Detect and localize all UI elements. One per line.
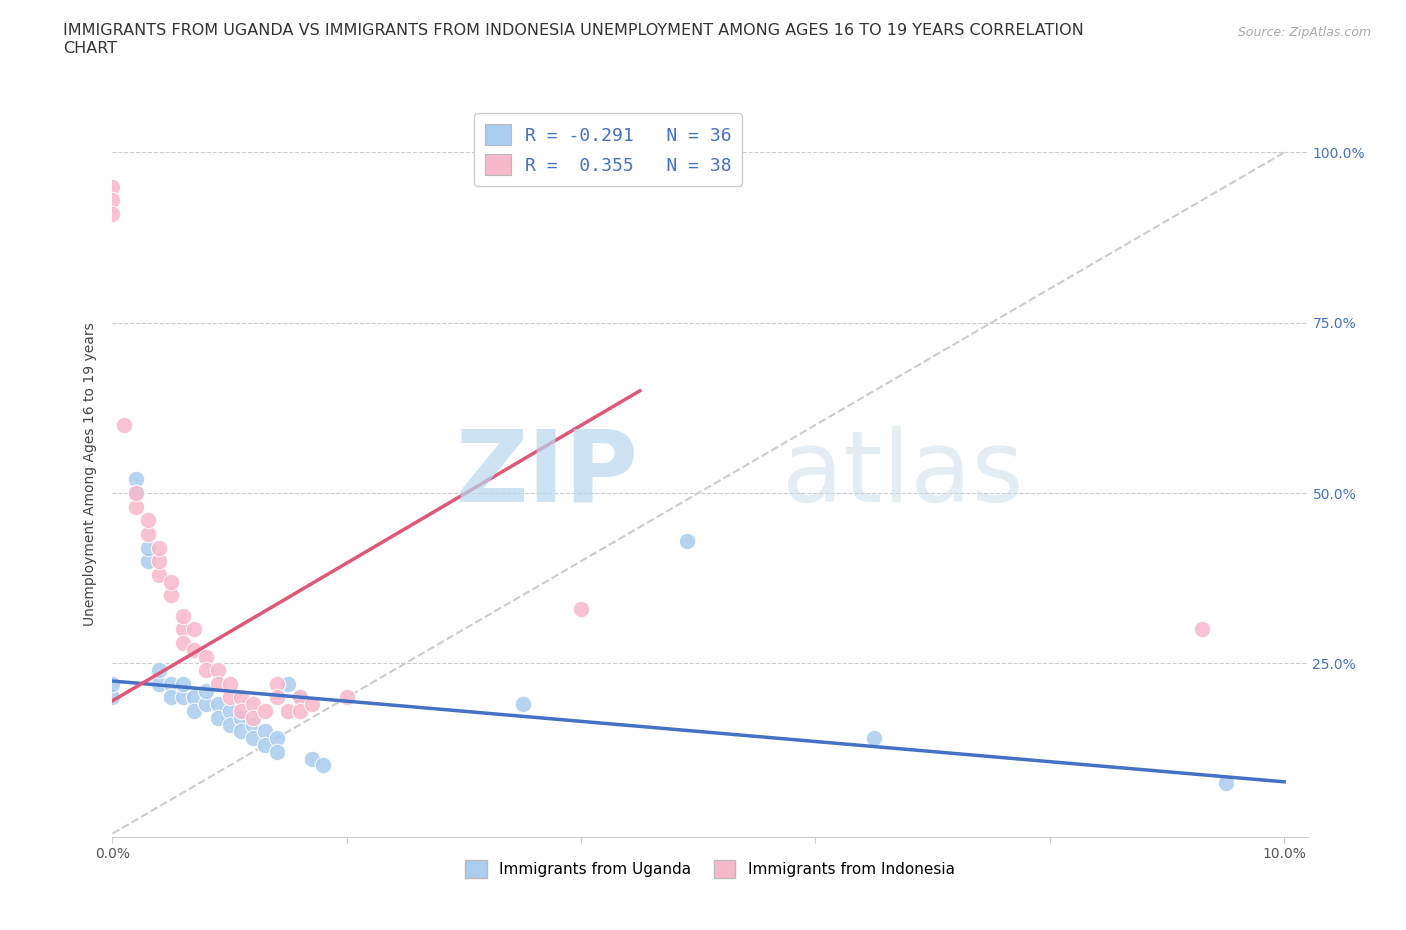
Point [1215, 775, 1237, 790]
Point [266, 690, 288, 705]
Point [101, 676, 124, 691]
Point [277, 676, 299, 691]
Point [218, 676, 240, 691]
Text: ZIP: ZIP [456, 426, 638, 523]
Point [160, 574, 183, 589]
Point [148, 676, 170, 691]
Point [183, 622, 205, 637]
Point [195, 684, 218, 698]
Point [569, 602, 592, 617]
Point [253, 724, 276, 738]
Point [242, 711, 264, 725]
Point [101, 179, 124, 194]
Point [301, 751, 323, 766]
Point [125, 485, 148, 500]
Point [148, 663, 170, 678]
Point [277, 704, 299, 719]
Point [195, 649, 218, 664]
Text: Source: ZipAtlas.com: Source: ZipAtlas.com [1237, 26, 1371, 39]
Legend: Immigrants from Uganda, Immigrants from Indonesia: Immigrants from Uganda, Immigrants from … [460, 854, 960, 883]
Point [195, 663, 218, 678]
Point [160, 676, 183, 691]
Text: IMMIGRANTS FROM UGANDA VS IMMIGRANTS FROM INDONESIA UNEMPLOYMENT AMONG AGES 16 T: IMMIGRANTS FROM UGANDA VS IMMIGRANTS FRO… [63, 23, 1084, 56]
Point [218, 690, 240, 705]
Point [136, 526, 159, 541]
Point [172, 676, 194, 691]
Point [1191, 622, 1213, 637]
Point [288, 690, 311, 705]
Point [207, 697, 229, 711]
Point [207, 676, 229, 691]
Point [101, 206, 124, 221]
Point [172, 635, 194, 650]
Point [863, 731, 886, 746]
Point [207, 663, 229, 678]
Point [183, 643, 205, 658]
Point [101, 690, 124, 705]
Point [148, 540, 170, 555]
Point [183, 690, 205, 705]
Point [231, 711, 253, 725]
Point [125, 499, 148, 514]
Point [160, 588, 183, 603]
Point [172, 690, 194, 705]
Point [172, 622, 194, 637]
Point [218, 717, 240, 732]
Point [242, 697, 264, 711]
Point [231, 724, 253, 738]
Point [148, 553, 170, 568]
Point [125, 485, 148, 500]
Point [172, 608, 194, 623]
Point [266, 744, 288, 759]
Point [160, 690, 183, 705]
Point [312, 758, 335, 773]
Point [136, 512, 159, 527]
Point [512, 697, 534, 711]
Point [288, 704, 311, 719]
Point [136, 540, 159, 555]
Point [112, 418, 135, 432]
Point [148, 567, 170, 582]
Point [183, 704, 205, 719]
Point [242, 731, 264, 746]
Point [253, 704, 276, 719]
Point [301, 697, 323, 711]
Point [266, 731, 288, 746]
Point [242, 717, 264, 732]
Point [101, 193, 124, 207]
Point [253, 737, 276, 752]
Text: atlas: atlas [782, 426, 1024, 523]
Point [136, 553, 159, 568]
Point [231, 704, 253, 719]
Point [266, 676, 288, 691]
Point [288, 690, 311, 705]
Y-axis label: Unemployment Among Ages 16 to 19 years: Unemployment Among Ages 16 to 19 years [83, 323, 97, 626]
Point [218, 704, 240, 719]
Point [195, 697, 218, 711]
Point [125, 472, 148, 486]
Point [336, 690, 359, 705]
Point [231, 690, 253, 705]
Point [675, 533, 697, 548]
Point [207, 711, 229, 725]
